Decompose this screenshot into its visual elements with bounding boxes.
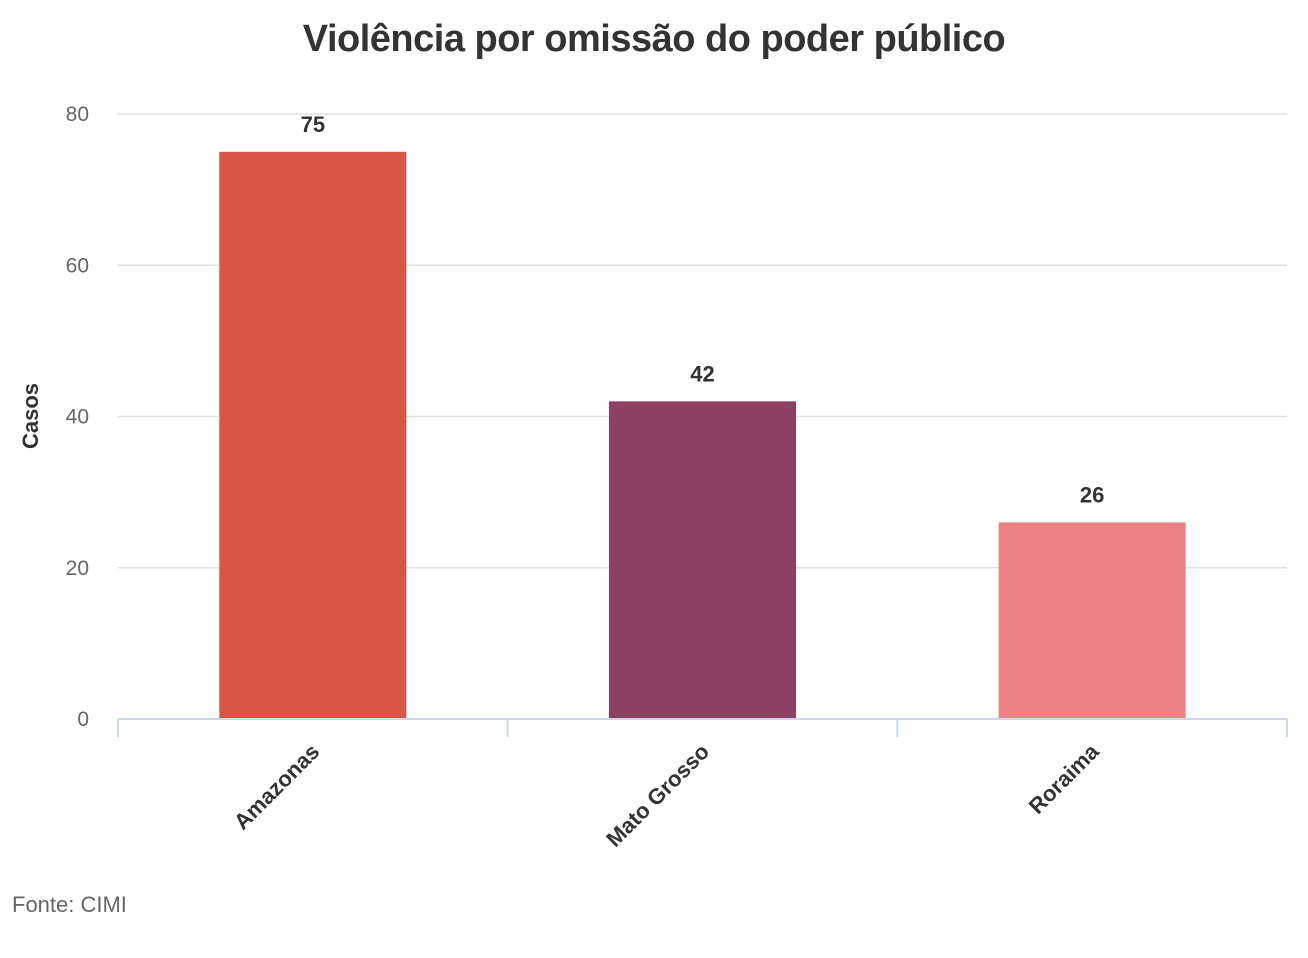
y-tick-label: 40	[66, 406, 89, 429]
y-axis-title: Casos	[18, 383, 43, 449]
bar-amazonas	[219, 151, 407, 719]
x-tick-label: Mato Grosso	[601, 739, 714, 852]
chart-title: Violência por omissão do poder público	[302, 18, 1006, 60]
data-label: 26	[1080, 482, 1104, 507]
y-tick-label: 80	[66, 103, 89, 126]
bars	[219, 151, 1186, 719]
y-tick-label: 0	[77, 708, 89, 731]
y-tick-label: 20	[66, 557, 89, 580]
y-axis-ticks: 0 20 40 60 80	[66, 103, 89, 731]
x-tick-label: Roraima	[1024, 738, 1104, 818]
source-note: Fonte: CIMI	[12, 892, 127, 917]
data-label: 75	[301, 112, 325, 137]
x-tick-label: Amazonas	[229, 739, 324, 834]
bar-mato-grosso	[608, 401, 797, 719]
y-tick-label: 60	[66, 254, 89, 277]
category-labels: Amazonas Mato Grosso Roraima	[229, 738, 1104, 851]
data-label: 42	[690, 361, 714, 386]
x-axis	[117, 718, 1288, 737]
bar-roraima	[998, 522, 1186, 719]
data-labels: 75 42 26	[301, 112, 1105, 508]
